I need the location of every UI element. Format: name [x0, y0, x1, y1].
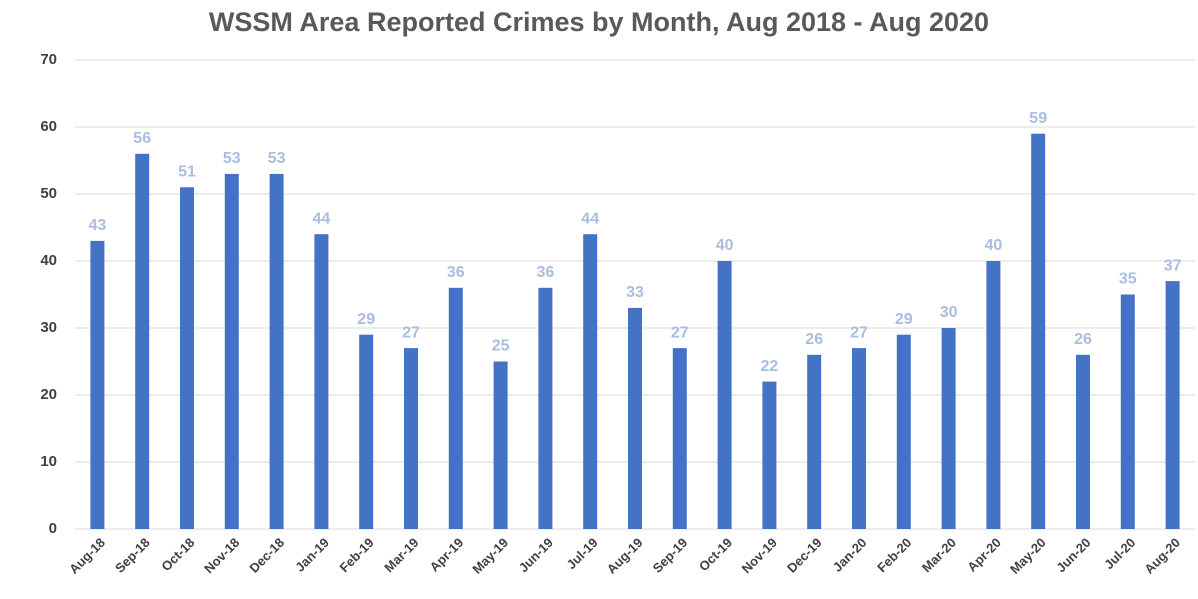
x-tick-label: Aug-20 [1141, 535, 1183, 577]
bar [314, 234, 329, 529]
data-label: 26 [805, 331, 823, 348]
data-label: 25 [492, 338, 510, 355]
bar [628, 307, 642, 529]
data-label: 37 [1164, 257, 1182, 274]
x-tick-label: Nov-19 [739, 535, 780, 576]
x-tick-label: Apr-20 [964, 535, 1004, 575]
y-tick-label: 70 [40, 51, 57, 68]
bar [762, 381, 777, 529]
data-label: 40 [985, 237, 1003, 254]
bar [90, 240, 105, 529]
bar [224, 173, 239, 529]
y-tick-label: 0 [49, 520, 57, 537]
bar [1076, 354, 1090, 529]
data-label: 26 [1074, 331, 1092, 348]
bar [269, 173, 284, 529]
data-label: 30 [940, 304, 958, 321]
bar [583, 234, 598, 529]
bar [672, 348, 687, 529]
bar [1165, 281, 1180, 529]
y-tick-label: 50 [40, 185, 57, 202]
x-tick-label: Jul-19 [564, 535, 601, 572]
x-tick-label: May-19 [469, 535, 511, 577]
x-tick-label: Aug-19 [604, 535, 646, 577]
x-tick-label: Sep-19 [650, 535, 691, 576]
x-tick-label: Apr-19 [427, 535, 467, 575]
bar [180, 187, 194, 530]
x-tick-label: Dec-19 [784, 535, 825, 576]
data-label: 36 [537, 264, 555, 281]
x-tick-label: Oct-19 [696, 535, 735, 574]
data-label: 44 [313, 210, 331, 227]
data-label: 53 [223, 150, 241, 167]
bar [941, 328, 956, 529]
x-tick-label: Nov-18 [201, 535, 242, 576]
x-tick-label: Dec-18 [246, 535, 287, 576]
data-label: 40 [716, 237, 734, 254]
data-label: 53 [268, 150, 286, 167]
x-tick-label: Jun-19 [516, 535, 556, 575]
bar [135, 153, 150, 530]
x-tick-label: Feb-19 [337, 535, 377, 575]
data-label: 29 [357, 311, 375, 328]
x-tick-label: Mar-19 [381, 535, 421, 575]
data-label: 22 [761, 358, 779, 375]
bar [896, 334, 911, 529]
bar [359, 334, 374, 529]
bar [1031, 133, 1046, 529]
data-label: 27 [402, 324, 420, 341]
bar [852, 348, 866, 529]
y-tick-label: 30 [40, 319, 57, 336]
bar [493, 361, 508, 529]
x-tick-label: Feb-20 [874, 535, 914, 575]
bar [538, 287, 553, 529]
data-label: 27 [671, 324, 689, 341]
data-label: 33 [626, 284, 644, 301]
y-tick-label: 10 [40, 453, 57, 470]
x-tick-label: May-20 [1007, 535, 1049, 577]
y-tick-label: 60 [40, 118, 57, 135]
x-tick-label: Jan-20 [830, 535, 870, 575]
bar [986, 261, 1001, 529]
data-label: 29 [895, 311, 913, 328]
bar [404, 348, 418, 529]
bar [807, 354, 822, 529]
x-tick-label: Oct-18 [158, 535, 197, 574]
data-label: 43 [89, 217, 107, 234]
chart-title: WSSM Area Reported Crimes by Month, Aug … [209, 7, 989, 37]
data-label: 36 [447, 264, 465, 281]
x-tick-label: Jan-19 [292, 535, 332, 575]
bar [717, 261, 732, 529]
data-label: 59 [1029, 110, 1047, 127]
y-tick-label: 20 [40, 386, 57, 403]
x-tick-label: Jul-20 [1101, 535, 1138, 572]
data-label: 44 [581, 210, 599, 227]
x-tick-label: Aug-18 [66, 535, 108, 577]
bar [448, 287, 463, 529]
data-label: 51 [178, 164, 196, 181]
x-tick-label: Jun-20 [1053, 535, 1093, 575]
y-tick-label: 40 [40, 252, 57, 269]
x-tick-label: Mar-20 [919, 535, 959, 575]
x-tick-label: Sep-18 [112, 535, 153, 576]
bar [1120, 294, 1135, 529]
data-label: 56 [133, 130, 151, 147]
data-label: 35 [1119, 271, 1137, 288]
data-label: 27 [850, 324, 868, 341]
